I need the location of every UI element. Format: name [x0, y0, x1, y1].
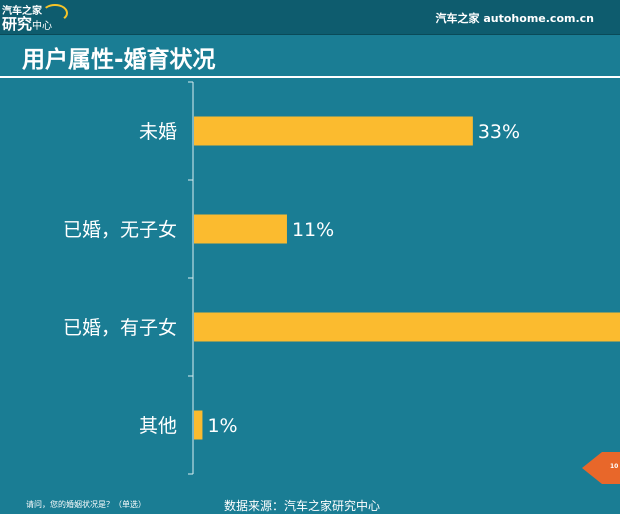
page-title: 用户属性-婚育状况	[22, 47, 216, 73]
logo-line2-sub: 中心	[32, 21, 53, 32]
research-center-logo: 汽车之家 研究中心	[2, 2, 68, 34]
bar	[194, 214, 287, 244]
category-label: 已婚，有子女	[63, 317, 177, 339]
bar	[194, 410, 203, 440]
value-label: 33%	[478, 121, 520, 143]
top-bar: 汽车之家 研究中心 汽车之家 autohome.com.cn	[0, 0, 620, 35]
value-label: 11%	[292, 219, 334, 241]
bar	[194, 116, 473, 146]
category-label: 未婚	[139, 121, 177, 143]
logo-swoosh-icon	[42, 4, 68, 22]
value-label: 1%	[207, 415, 237, 437]
logo-line2-main: 研究	[2, 15, 33, 33]
bar	[194, 312, 620, 342]
title-divider	[0, 76, 620, 78]
category-label: 已婚，无子女	[63, 219, 177, 241]
data-source: 数据来源：汽车之家研究中心	[224, 499, 381, 513]
autohome-site-logo: 汽车之家 autohome.com.cn	[435, 12, 594, 25]
survey-question: 请问，您的婚姻状况是？（单选）	[26, 500, 146, 509]
page-tab-icon	[582, 452, 620, 484]
logo-line1: 汽车之家	[2, 6, 42, 17]
category-label: 其他	[139, 415, 177, 437]
page-number: 10	[610, 463, 619, 470]
logo-line2: 研究中心	[2, 13, 52, 34]
